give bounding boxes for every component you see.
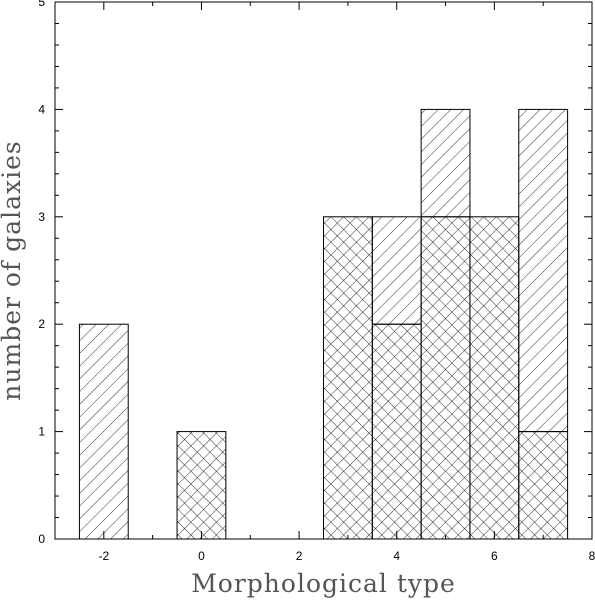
bar-cross-hatch-bin-7 xyxy=(518,431,569,540)
x-tick-label: -2 xyxy=(98,549,109,563)
ticks-layer: -2 0 2 4 6 8 0 1 2 3 4 5 xyxy=(38,0,595,563)
plot-frame xyxy=(54,1,593,540)
x-axis-title: Morphological type xyxy=(191,569,456,598)
y-tick-label: 3 xyxy=(38,210,45,224)
bar-cross-hatch-bin-0 xyxy=(176,431,227,540)
bar-diagonal-hatch-bin-4 xyxy=(371,216,422,325)
y-tick-label: 2 xyxy=(38,317,45,331)
x-tick-label: 0 xyxy=(198,549,205,563)
bars-layer xyxy=(78,108,569,540)
y-axis-title: number of galaxies xyxy=(0,140,26,400)
y-tick-label: 1 xyxy=(38,425,45,439)
bar-cross-hatch-bin-3 xyxy=(323,216,373,540)
bar-diagonal-hatch-bin-5 xyxy=(420,108,471,218)
y-tick-label: 0 xyxy=(38,532,45,546)
y-tick-label: 4 xyxy=(38,102,45,116)
bar-cross-hatch-bin-5 xyxy=(420,216,471,540)
bar-diagonal-hatch-bin-7 xyxy=(518,108,569,433)
bar-cross-hatch-bin-6 xyxy=(469,216,520,540)
x-tick-label: 6 xyxy=(491,549,498,563)
x-tick-label: 2 xyxy=(296,549,303,563)
bar-cross-hatch-bin-4 xyxy=(371,323,422,540)
x-tick-label: 4 xyxy=(393,549,400,563)
bar-diagonal-hatch-bin--2 xyxy=(78,323,129,540)
y-tick-label: 5 xyxy=(38,0,45,9)
x-tick-label: 8 xyxy=(589,549,595,563)
